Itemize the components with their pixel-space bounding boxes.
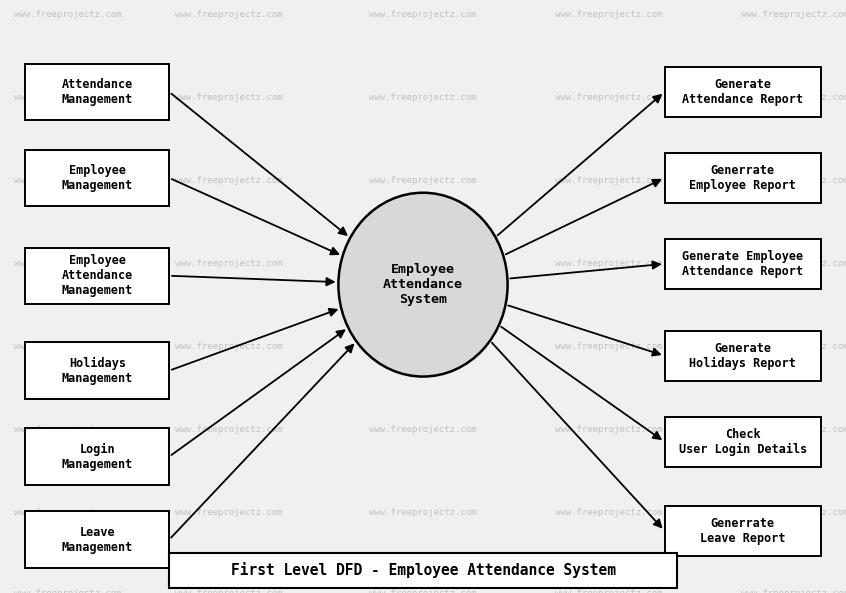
Text: Employee
Management: Employee Management bbox=[62, 164, 133, 192]
Text: www.freeprojectz.com: www.freeprojectz.com bbox=[555, 259, 663, 269]
Text: www.freeprojectz.com: www.freeprojectz.com bbox=[741, 259, 846, 269]
FancyBboxPatch shape bbox=[664, 416, 821, 467]
FancyBboxPatch shape bbox=[664, 153, 821, 203]
Text: www.freeprojectz.com: www.freeprojectz.com bbox=[174, 425, 283, 435]
Text: www.freeprojectz.com: www.freeprojectz.com bbox=[369, 508, 477, 518]
Text: www.freeprojectz.com: www.freeprojectz.com bbox=[174, 93, 283, 103]
Text: www.freeprojectz.com: www.freeprojectz.com bbox=[555, 93, 663, 103]
Text: www.freeprojectz.com: www.freeprojectz.com bbox=[174, 10, 283, 20]
Text: www.freeprojectz.com: www.freeprojectz.com bbox=[174, 176, 283, 186]
Text: www.freeprojectz.com: www.freeprojectz.com bbox=[555, 176, 663, 186]
Text: www.freeprojectz.com: www.freeprojectz.com bbox=[741, 508, 846, 518]
Text: www.freeprojectz.com: www.freeprojectz.com bbox=[741, 176, 846, 186]
Ellipse shape bbox=[338, 193, 508, 377]
Text: www.freeprojectz.com: www.freeprojectz.com bbox=[14, 508, 122, 518]
FancyBboxPatch shape bbox=[25, 64, 169, 120]
Text: www.freeprojectz.com: www.freeprojectz.com bbox=[14, 425, 122, 435]
Text: www.freeprojectz.com: www.freeprojectz.com bbox=[369, 425, 477, 435]
Text: www.freeprojectz.com: www.freeprojectz.com bbox=[174, 508, 283, 518]
Text: Employee
Attendance
System: Employee Attendance System bbox=[383, 263, 463, 306]
Text: Generate Employee
Attendance Report: Generate Employee Attendance Report bbox=[682, 250, 804, 278]
Text: www.freeprojectz.com: www.freeprojectz.com bbox=[741, 10, 846, 20]
FancyBboxPatch shape bbox=[25, 428, 169, 485]
Text: www.freeprojectz.com: www.freeprojectz.com bbox=[14, 10, 122, 20]
Text: Check
User Login Details: Check User Login Details bbox=[678, 428, 807, 456]
Text: www.freeprojectz.com: www.freeprojectz.com bbox=[369, 259, 477, 269]
FancyBboxPatch shape bbox=[25, 248, 169, 304]
Text: www.freeprojectz.com: www.freeprojectz.com bbox=[174, 342, 283, 352]
Text: www.freeprojectz.com: www.freeprojectz.com bbox=[174, 588, 283, 593]
Text: www.freeprojectz.com: www.freeprojectz.com bbox=[14, 93, 122, 103]
FancyBboxPatch shape bbox=[25, 511, 169, 568]
Text: Employee
Attendance
Management: Employee Attendance Management bbox=[62, 254, 133, 297]
Text: www.freeprojectz.com: www.freeprojectz.com bbox=[741, 425, 846, 435]
FancyBboxPatch shape bbox=[664, 239, 821, 289]
Text: www.freeprojectz.com: www.freeprojectz.com bbox=[174, 259, 283, 269]
FancyBboxPatch shape bbox=[664, 67, 821, 117]
Text: www.freeprojectz.com: www.freeprojectz.com bbox=[369, 176, 477, 186]
Text: Attendance
Management: Attendance Management bbox=[62, 78, 133, 106]
Text: www.freeprojectz.com: www.freeprojectz.com bbox=[369, 588, 477, 593]
Text: Generate
Attendance Report: Generate Attendance Report bbox=[682, 78, 804, 106]
Text: www.freeprojectz.com: www.freeprojectz.com bbox=[369, 342, 477, 352]
Text: Generrate
Leave Report: Generrate Leave Report bbox=[700, 517, 786, 545]
Text: www.freeprojectz.com: www.freeprojectz.com bbox=[555, 508, 663, 518]
Text: www.freeprojectz.com: www.freeprojectz.com bbox=[555, 10, 663, 20]
Text: www.freeprojectz.com: www.freeprojectz.com bbox=[369, 10, 477, 20]
Text: www.freeprojectz.com: www.freeprojectz.com bbox=[741, 342, 846, 352]
FancyBboxPatch shape bbox=[169, 553, 677, 588]
Text: Generate
Holidays Report: Generate Holidays Report bbox=[689, 342, 796, 370]
Text: www.freeprojectz.com: www.freeprojectz.com bbox=[14, 588, 122, 593]
Text: www.freeprojectz.com: www.freeprojectz.com bbox=[555, 425, 663, 435]
Text: www.freeprojectz.com: www.freeprojectz.com bbox=[741, 588, 846, 593]
Text: Generrate
Employee Report: Generrate Employee Report bbox=[689, 164, 796, 192]
Text: www.freeprojectz.com: www.freeprojectz.com bbox=[369, 93, 477, 103]
Text: www.freeprojectz.com: www.freeprojectz.com bbox=[14, 176, 122, 186]
FancyBboxPatch shape bbox=[664, 331, 821, 381]
Text: www.freeprojectz.com: www.freeprojectz.com bbox=[14, 259, 122, 269]
Text: www.freeprojectz.com: www.freeprojectz.com bbox=[14, 342, 122, 352]
FancyBboxPatch shape bbox=[25, 150, 169, 206]
Text: www.freeprojectz.com: www.freeprojectz.com bbox=[555, 342, 663, 352]
Text: Login
Management: Login Management bbox=[62, 442, 133, 471]
FancyBboxPatch shape bbox=[25, 343, 169, 398]
Text: Leave
Management: Leave Management bbox=[62, 525, 133, 554]
Text: First Level DFD - Employee Attendance System: First Level DFD - Employee Attendance Sy… bbox=[230, 563, 616, 578]
Text: www.freeprojectz.com: www.freeprojectz.com bbox=[741, 93, 846, 103]
Text: Holidays
Management: Holidays Management bbox=[62, 356, 133, 385]
Text: www.freeprojectz.com: www.freeprojectz.com bbox=[555, 588, 663, 593]
FancyBboxPatch shape bbox=[664, 505, 821, 556]
